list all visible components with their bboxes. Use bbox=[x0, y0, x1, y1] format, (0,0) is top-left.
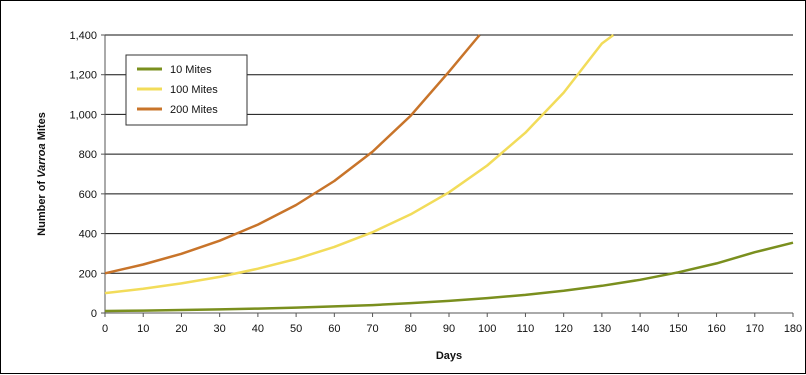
x-tick-label: 50 bbox=[290, 323, 302, 335]
x-tick-label: 40 bbox=[252, 323, 264, 335]
series-lines bbox=[104, 33, 794, 313]
x-tick-label: 30 bbox=[214, 323, 226, 335]
x-tick-label: 140 bbox=[631, 323, 649, 335]
x-axis-title: Days bbox=[436, 350, 462, 362]
y-axis-title-prefix: Number of bbox=[36, 178, 48, 236]
y-tick-label: 400 bbox=[79, 229, 97, 241]
x-tick-label: 60 bbox=[328, 323, 340, 335]
x-tick-label: 120 bbox=[554, 323, 572, 335]
series-line-2 bbox=[104, 33, 615, 295]
legend-label: 100 Mites bbox=[170, 84, 218, 96]
y-axis-title: Number of Varroa Mites bbox=[36, 112, 48, 236]
x-tick-labels: 0 10 20 30 40 50 60 70 80 90 100 110 120 130 140 150 160… bbox=[102, 323, 802, 335]
legend: 10 Mites 100 Mites 200 Mites bbox=[125, 54, 248, 126]
x-tick-label: 170 bbox=[746, 323, 764, 335]
x-tick-label: 110 bbox=[517, 323, 535, 335]
x-tick-label: 10 bbox=[137, 323, 149, 335]
x-tick-label: 80 bbox=[405, 323, 417, 335]
y-tick-label: 1,400 bbox=[69, 30, 97, 42]
axes bbox=[101, 34, 794, 317]
legend-label: 10 Mites bbox=[170, 64, 212, 76]
y-tick-label: 1,200 bbox=[69, 70, 97, 82]
y-tick-label: 200 bbox=[79, 268, 97, 280]
y-tick-label: 1,000 bbox=[69, 109, 97, 121]
x-tick-label: 130 bbox=[593, 323, 611, 335]
series-line-1 bbox=[104, 241, 794, 313]
x-tick-label: 180 bbox=[784, 323, 802, 335]
x-tick-label: 20 bbox=[175, 323, 187, 335]
x-tick-label: 150 bbox=[669, 323, 687, 335]
legend-label: 200 Mites bbox=[170, 104, 218, 116]
y-axis-title-italic: Varroa bbox=[36, 143, 48, 177]
y-tick-label: 600 bbox=[79, 189, 97, 201]
series-line-3 bbox=[104, 34, 481, 275]
y-tick-label: 800 bbox=[79, 149, 97, 161]
x-tick-label: 100 bbox=[478, 323, 496, 335]
x-tick-label: 90 bbox=[443, 323, 455, 335]
x-tick-label: 70 bbox=[366, 323, 378, 335]
y-tick-labels: 0 200 400 600 800 1,000 1,200 1,400 bbox=[69, 30, 97, 320]
y-axis-title-suffix: Mites bbox=[36, 112, 48, 143]
y-tick-label: 0 bbox=[91, 308, 97, 320]
x-tick-label: 0 bbox=[102, 323, 108, 335]
x-tick-label: 160 bbox=[707, 323, 725, 335]
